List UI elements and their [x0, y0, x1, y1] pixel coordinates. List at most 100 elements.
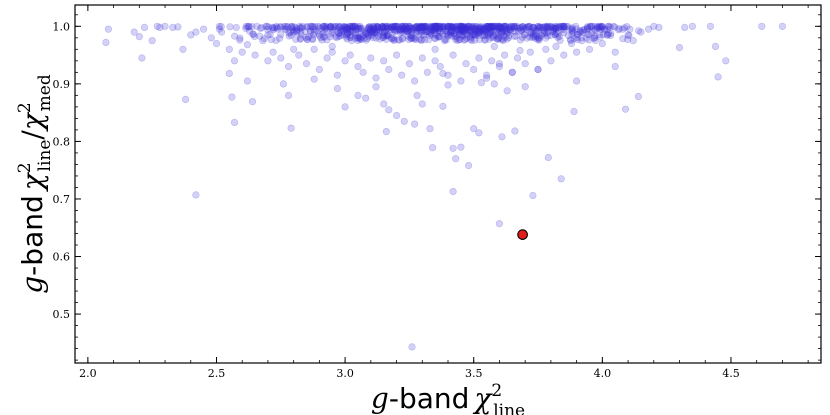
- data-point: [231, 32, 239, 40]
- data-point: [364, 24, 373, 33]
- data-point: [452, 32, 460, 40]
- data-point: [326, 33, 334, 41]
- data-point: [556, 36, 564, 45]
- data-point: [502, 22, 510, 30]
- data-point: [382, 22, 390, 30]
- data-point: [429, 25, 437, 33]
- data-point: [435, 23, 444, 31]
- data-point: [468, 36, 476, 45]
- data-point: [303, 35, 311, 43]
- data-point: [407, 34, 415, 42]
- data-point: [283, 23, 291, 31]
- data-point: [315, 65, 324, 74]
- data-point: [368, 32, 376, 40]
- data-point: [557, 22, 565, 31]
- data-point: [519, 23, 527, 31]
- data-point: [380, 32, 388, 40]
- data-point: [474, 27, 483, 35]
- data-point: [531, 34, 540, 42]
- data-point: [595, 23, 603, 31]
- data-point: [438, 22, 446, 30]
- data-point: [396, 25, 404, 34]
- data-point: [549, 28, 557, 36]
- data-point: [447, 32, 456, 40]
- data-point: [519, 25, 527, 33]
- data-point: [496, 24, 504, 32]
- data-point: [297, 34, 305, 43]
- data-point: [465, 26, 473, 34]
- data-point: [517, 26, 525, 34]
- data-point: [453, 23, 461, 31]
- data-point: [468, 24, 477, 32]
- data-point: [458, 23, 466, 31]
- data-point: [215, 25, 223, 33]
- data-point: [511, 22, 520, 30]
- data-point: [342, 23, 350, 32]
- data-point: [524, 23, 532, 31]
- data-point: [521, 30, 529, 38]
- data-point: [354, 36, 362, 45]
- data-point: [372, 34, 380, 42]
- data-point: [228, 93, 236, 101]
- data-point: [249, 30, 257, 38]
- data-point: [544, 22, 552, 30]
- data-point: [463, 31, 471, 39]
- data-point: [486, 26, 494, 34]
- data-point: [495, 62, 504, 71]
- data-point: [360, 34, 368, 43]
- data-point: [502, 22, 510, 30]
- data-point: [293, 28, 301, 36]
- data-point: [471, 36, 479, 44]
- data-point: [541, 22, 549, 31]
- data-point: [401, 22, 409, 30]
- data-point: [362, 29, 370, 38]
- data-point: [591, 27, 599, 35]
- data-point: [349, 22, 357, 30]
- data-point: [531, 30, 540, 39]
- data-point: [481, 36, 489, 44]
- data-point: [340, 27, 348, 35]
- data-point: [464, 22, 472, 31]
- data-point: [458, 32, 466, 40]
- data-point: [425, 36, 433, 44]
- data-point: [486, 29, 495, 37]
- data-point: [337, 22, 345, 30]
- data-point: [521, 60, 529, 68]
- data-point: [363, 34, 371, 43]
- data-point: [511, 23, 519, 31]
- data-point: [560, 29, 568, 37]
- data-point: [491, 28, 499, 36]
- data-point: [346, 27, 354, 36]
- data-point: [277, 54, 285, 62]
- data-point: [412, 23, 421, 32]
- data-point: [328, 48, 336, 56]
- data-point: [373, 23, 381, 31]
- x-tick-label: 2.0: [79, 367, 97, 380]
- data-point: [269, 24, 277, 32]
- data-point: [525, 22, 533, 30]
- data-point: [140, 23, 149, 32]
- data-point: [416, 22, 424, 31]
- data-point: [328, 42, 336, 51]
- data-point: [398, 71, 406, 79]
- data-point: [473, 25, 481, 33]
- data-point: [353, 25, 361, 34]
- data-point: [334, 22, 342, 30]
- data-point: [484, 32, 492, 40]
- data-point: [156, 23, 164, 32]
- data-point: [367, 30, 376, 38]
- data-point: [348, 23, 356, 31]
- data-point: [522, 26, 531, 34]
- data-point: [258, 23, 266, 32]
- data-point: [354, 32, 362, 40]
- data-point: [439, 69, 447, 78]
- data-point: [404, 28, 412, 36]
- data-point: [309, 23, 317, 31]
- y-tick-label: 0.7: [53, 193, 71, 206]
- data-point: [346, 26, 355, 34]
- data-point: [444, 31, 453, 39]
- data-point: [500, 23, 508, 31]
- data-point: [423, 68, 432, 76]
- data-point: [449, 22, 457, 30]
- data-point: [385, 65, 393, 74]
